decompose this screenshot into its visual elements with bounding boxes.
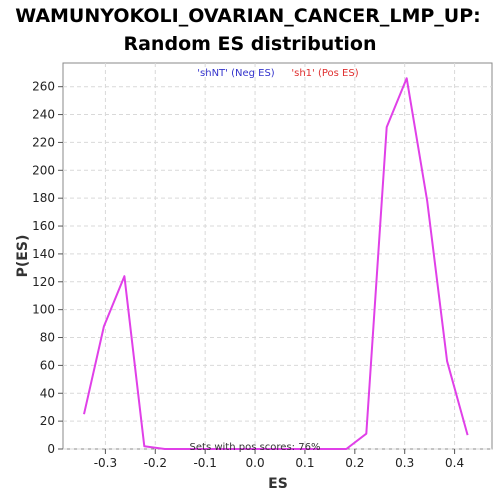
series-layer — [83, 77, 469, 450]
x-tick-label: 0.3 — [395, 456, 414, 470]
x-axis-title: ES — [268, 476, 288, 492]
y-axis-title: P(ES) — [15, 235, 31, 278]
x-tick-label: -0.1 — [193, 456, 216, 470]
x-tick-label: 0.2 — [345, 456, 364, 470]
y-tick-label: 0 — [47, 442, 55, 456]
y-tick-label: 120 — [32, 275, 55, 289]
x-tick-label: 0.0 — [246, 456, 265, 470]
y-tick-label: 160 — [32, 219, 55, 233]
y-tick-label: 60 — [40, 358, 55, 372]
chart-title-line1: WAMUNYOKOLI_OVARIAN_CANCER_LMP_UP: — [15, 5, 481, 27]
y-tick-label: 20 — [40, 414, 55, 428]
x-tick-label: -0.3 — [94, 456, 117, 470]
x-tick-label: 0.1 — [295, 456, 314, 470]
plot-area — [62, 62, 493, 450]
series-line — [83, 77, 469, 450]
x-tick-label: 0.4 — [445, 456, 464, 470]
y-tick-label: 40 — [40, 386, 55, 400]
pos-scores-annotation: Sets with pos scores: 76% — [190, 442, 321, 453]
y-tick-label: 200 — [32, 163, 55, 177]
y-tick-label: 220 — [32, 135, 55, 149]
grid — [63, 63, 492, 450]
y-tick-label: 240 — [32, 108, 55, 122]
chart-title-line2: Random ES distribution — [123, 33, 376, 55]
legend-entry-pos: 'sh1' (Pos ES) — [291, 68, 358, 79]
y-tick-label: 80 — [40, 331, 55, 345]
x-tick-label: -0.2 — [144, 456, 167, 470]
legend-entry-neg: 'shNT' (Neg ES) — [197, 68, 275, 79]
y-tick-label: 180 — [32, 191, 55, 205]
y-tick-label: 260 — [32, 80, 55, 94]
y-tick-label: 100 — [32, 303, 55, 317]
y-tick-label: 140 — [32, 247, 55, 261]
